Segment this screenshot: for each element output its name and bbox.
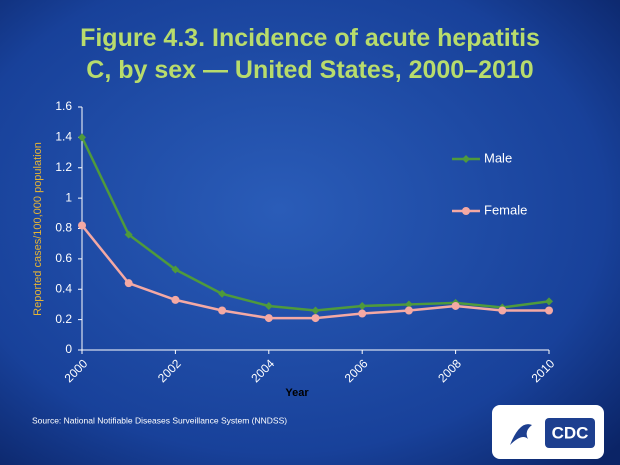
data-point xyxy=(545,306,553,315)
y-tick-label: 1.4 xyxy=(55,130,72,144)
x-axis-label: Year xyxy=(285,387,309,399)
logo-text: CDC xyxy=(552,423,589,442)
data-point xyxy=(451,301,460,310)
y-tick-label: 1.2 xyxy=(55,160,72,174)
y-tick-label: 0.4 xyxy=(55,281,72,295)
y-axis-label: Reported cases/100,000 population xyxy=(32,142,44,316)
legend-marker xyxy=(462,207,470,215)
data-point xyxy=(545,297,553,306)
chart-title: Figure 4.3. Incidence of acute hepatitis… xyxy=(80,24,540,84)
data-point xyxy=(404,306,413,315)
data-point xyxy=(124,279,133,288)
data-point xyxy=(124,230,133,239)
hhs-emblem xyxy=(510,424,532,445)
data-point xyxy=(171,295,180,304)
data-point xyxy=(78,221,86,230)
data-point xyxy=(78,133,86,142)
data-point xyxy=(264,314,273,323)
y-tick-label: 0.6 xyxy=(55,251,72,265)
data-point xyxy=(311,314,320,323)
legend-label: Female xyxy=(484,202,527,217)
data-point xyxy=(218,289,227,298)
y-tick-label: 1 xyxy=(65,190,72,204)
data-point xyxy=(358,301,367,310)
data-point xyxy=(358,309,367,318)
y-tick-label: 1.6 xyxy=(55,99,72,113)
y-tick-label: 0 xyxy=(65,342,72,356)
y-tick-label: 0.2 xyxy=(55,312,72,326)
legend-marker xyxy=(462,155,470,163)
data-point xyxy=(404,300,413,309)
source-note: Source: National Notifiable Diseases Sur… xyxy=(32,415,287,425)
data-point xyxy=(264,301,273,310)
legend-label: Male xyxy=(484,150,512,165)
cdc-box xyxy=(545,418,595,448)
y-tick-label: 0.8 xyxy=(55,221,72,235)
data-point xyxy=(218,306,227,315)
data-point xyxy=(311,306,320,315)
data-point xyxy=(498,306,507,315)
data-point xyxy=(171,265,180,274)
